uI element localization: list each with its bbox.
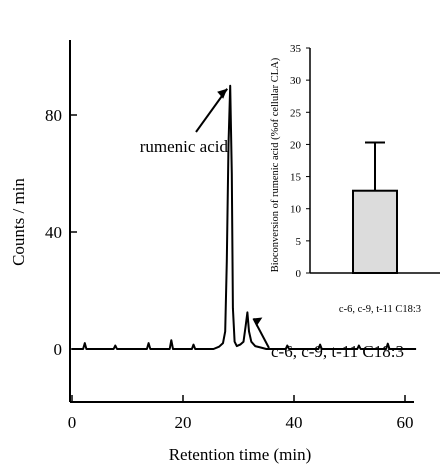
inset-y-axis-label: Bioconversion of rumenic acid (%of cellu… [270, 57, 281, 272]
arrowhead-c18-3 [253, 317, 263, 327]
main-x-tick-label: 0 [68, 413, 77, 432]
inset-bar [352, 189, 398, 274]
main-y-tick-label: 0 [54, 340, 63, 359]
inset-y-tick-label: 35 [290, 43, 302, 55]
annotation-rumenic-acid: rumenic acid [140, 137, 229, 156]
inset-y-tick-label: 5 [296, 236, 302, 248]
main-x-tick-label: 20 [175, 413, 192, 432]
inset-y-tick-label: 25 [290, 107, 302, 119]
inset-y-tick-label: 15 [290, 172, 302, 184]
inset-category-label: c-6, c-9, t-11 C18:3 [339, 304, 421, 315]
main-y-tick-label: 80 [45, 106, 62, 125]
main-y-tick-label: 40 [45, 223, 62, 242]
main-x-axis-label: Retention time (min) [169, 445, 312, 464]
inset-y-tick-label: 0 [296, 268, 302, 280]
inset-y-tick-label: 20 [290, 139, 302, 151]
annotation-c18-3: c-6, c-9, t-11 C18:3 [271, 342, 404, 361]
inset-bar-chart: 0 5 10 15 20 25 30 35 c-6, c-9, t-11 C18:3 Bioc… [270, 43, 440, 315]
main-x-tick-label: 60 [397, 413, 414, 432]
chromatogram-chart: 0 40 80 0 20 40 60 Retention time (min) Count… [9, 40, 417, 464]
inset-y-tick-label: 30 [290, 75, 302, 87]
arrowhead-rumenic-acid [217, 88, 228, 99]
main-y-axis-label: Counts / min [9, 178, 28, 266]
inset-y-tick-label: 10 [290, 204, 302, 216]
main-x-tick-label: 40 [286, 413, 303, 432]
chromatogram-trace [72, 84, 417, 350]
